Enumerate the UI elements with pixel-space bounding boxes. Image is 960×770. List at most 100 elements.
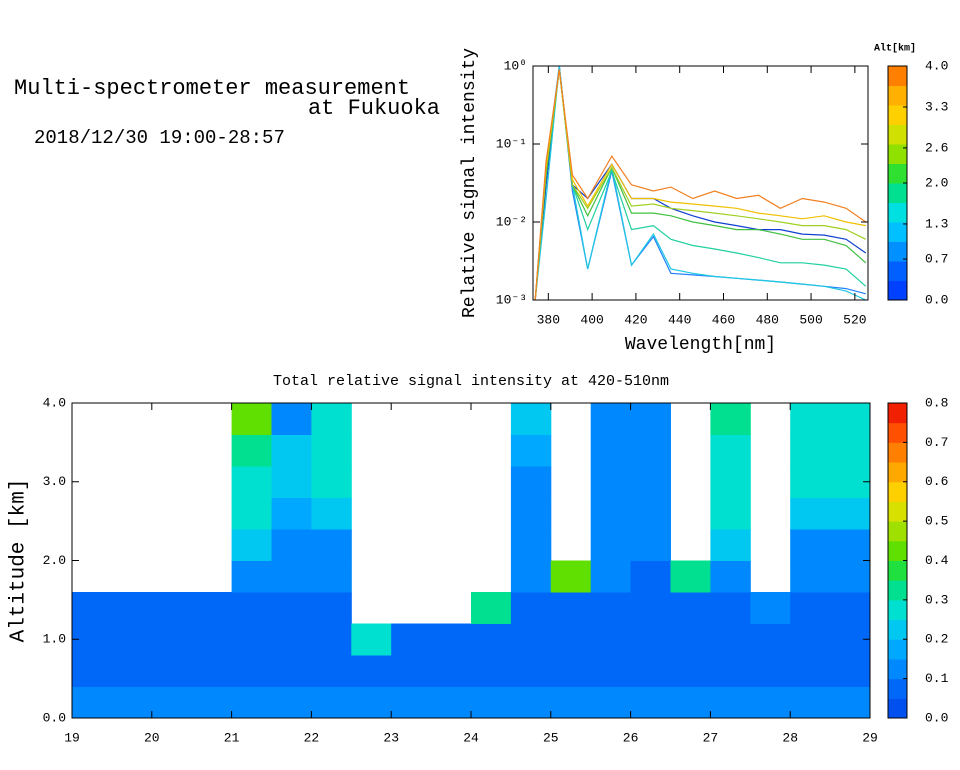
heat-cell	[271, 434, 312, 467]
colorbar-cell	[888, 501, 907, 522]
heat-cell	[271, 529, 312, 561]
colorbar-tick-label: 0.0	[925, 292, 948, 307]
y-tick-label: 1.0	[43, 632, 66, 647]
heat-cell	[790, 655, 831, 687]
heat-cell	[510, 686, 552, 719]
heat-cell	[630, 686, 671, 719]
heat-cell	[391, 623, 432, 656]
heat-cell	[471, 655, 512, 687]
header-title: Multi-spectrometer measurement	[14, 76, 410, 101]
heat-cell	[830, 529, 871, 561]
y-tick-label: 10⁰	[504, 58, 527, 73]
colorbar-cell	[888, 183, 907, 203]
colorbar-tick-label: 0.8	[925, 395, 948, 410]
colorbar-tick-label: 0.6	[925, 474, 948, 489]
heat-cell	[630, 434, 671, 467]
x-tick-label: 480	[756, 312, 779, 327]
heat-cell	[830, 403, 871, 435]
x-tick-label: 25	[543, 730, 559, 745]
heat-cell	[391, 686, 432, 719]
colorbar-cell	[888, 163, 907, 184]
heat-cell	[111, 623, 153, 656]
heat-cell	[510, 592, 552, 624]
heat-cell	[431, 623, 472, 656]
heat-cell	[231, 686, 272, 719]
heat-cell	[231, 592, 272, 624]
heat-cell	[830, 497, 871, 530]
x-tick-label: 420	[624, 312, 647, 327]
heat-cell	[790, 592, 831, 624]
heat-cell	[830, 560, 871, 593]
heat-cell	[111, 592, 153, 624]
heat-cell	[311, 560, 352, 593]
heat-cell	[191, 655, 233, 687]
heat-cell	[431, 655, 472, 687]
heat-cell	[830, 655, 871, 687]
x-tick-label: 380	[537, 312, 560, 327]
y-tick-label: 10⁻³	[496, 292, 527, 307]
heat-cell	[590, 403, 632, 435]
spectrum-line	[534, 66, 866, 300]
heat-cell	[710, 434, 751, 467]
colorbar-cell	[888, 599, 907, 621]
heat-cell	[311, 529, 352, 561]
heat-cell	[710, 497, 751, 530]
y-tick-label: 3.0	[43, 474, 66, 489]
heat-cell	[670, 655, 711, 687]
y-tick-label: 2.0	[43, 553, 66, 568]
x-tick-label: 29	[862, 730, 878, 745]
heat-cell	[590, 655, 632, 687]
x-tick-label: 460	[712, 312, 735, 327]
colorbar-cell	[888, 144, 907, 164]
heat-cell	[311, 592, 352, 624]
heat-cell	[471, 686, 512, 719]
heat-cell	[151, 655, 193, 687]
heat-cell	[510, 560, 552, 593]
heat-cell	[231, 623, 272, 656]
heat-cell	[790, 497, 831, 530]
heat-cell	[750, 686, 791, 719]
x-tick-label: 27	[703, 730, 719, 745]
colorbar-cell	[888, 442, 907, 463]
colorbar-cell	[888, 521, 907, 542]
colorbar-cell	[888, 403, 907, 424]
heat-cell	[510, 466, 552, 498]
heat-cell	[590, 434, 632, 467]
chart-title: Total relative signal intensity at 420-5…	[273, 373, 669, 390]
heat-cell	[351, 655, 392, 687]
heat-cell	[630, 403, 671, 435]
heat-cell	[510, 497, 552, 530]
heat-cell	[271, 403, 312, 435]
colorbar-cell	[888, 580, 907, 601]
colorbar-cell	[888, 280, 907, 301]
heat-cell	[710, 592, 751, 624]
heat-cell	[590, 623, 632, 656]
colorbar-cell	[888, 222, 907, 242]
x-tick-label: 24	[463, 730, 479, 745]
heat-cell	[72, 655, 113, 687]
heat-cell	[311, 686, 352, 719]
y-tick-label: 4.0	[43, 395, 66, 410]
colorbar-cell	[888, 462, 907, 483]
x-tick-label: 400	[580, 312, 603, 327]
heat-cell	[231, 466, 272, 498]
heat-cell	[191, 623, 233, 656]
heat-cell	[590, 686, 632, 719]
spectrum-line	[534, 69, 867, 300]
heat-cell	[271, 623, 312, 656]
x-tick-label: 520	[843, 312, 866, 327]
heat-cell	[311, 403, 352, 435]
heat-cell	[510, 623, 552, 656]
heat-cell	[710, 655, 751, 687]
colorbar-tick-label: 0.5	[925, 514, 948, 529]
y-axis-label: Relative signal intensity	[460, 48, 480, 318]
colorbar-cell	[888, 560, 907, 581]
heat-cell	[510, 529, 552, 561]
heat-cell	[630, 655, 671, 687]
heat-cell	[630, 560, 671, 593]
y-tick-label: 10⁻²	[496, 214, 527, 229]
heat-cell	[471, 592, 512, 624]
heat-cell	[710, 686, 751, 719]
colorbar-title: Alt[km]	[874, 43, 916, 55]
x-tick-label: 23	[383, 730, 399, 745]
